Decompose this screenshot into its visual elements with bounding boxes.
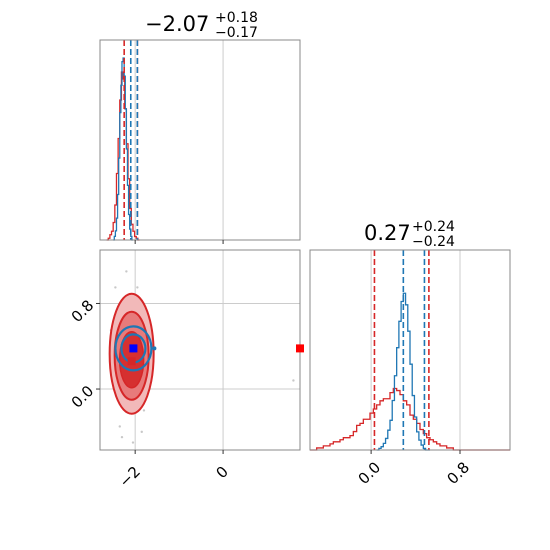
histogram-param2-panel xyxy=(309,249,511,454)
x-tick-label: −2 xyxy=(116,463,144,491)
y-tick-label: 0.0 xyxy=(68,382,98,412)
scatter-point xyxy=(131,441,135,444)
hist-param1-red xyxy=(106,71,140,241)
scatter-param1-param2-panel xyxy=(96,249,304,454)
title-param2-sub: −0.24 xyxy=(412,234,455,250)
title-param2-sup: +0.24 xyxy=(412,219,455,235)
hist-param1-blue xyxy=(113,57,133,241)
x-tick-labels-param2: 0.0 0.8 xyxy=(355,458,473,488)
marker-red-outlier xyxy=(296,344,304,353)
scatter-point xyxy=(140,430,143,434)
scatter-point xyxy=(125,270,128,273)
hist-param2-red xyxy=(310,387,510,451)
histogram-param1-panel xyxy=(99,39,301,244)
title-param1-sub: −0.17 xyxy=(215,25,258,41)
panel-frame xyxy=(309,249,511,451)
scatter-point xyxy=(118,425,121,428)
marker-blue xyxy=(129,344,138,353)
x-tick-label: 0.8 xyxy=(443,458,473,488)
scatter-point xyxy=(136,286,139,289)
title-param2: 0.27 +0.24 −0.24 xyxy=(364,219,455,250)
title-param1: −2.07 +0.18 −0.17 xyxy=(145,10,258,41)
scatter-point xyxy=(142,409,146,412)
scatter-point xyxy=(114,286,117,289)
x-tick-label: 0 xyxy=(212,463,231,482)
hist-param2-blue xyxy=(376,292,430,451)
scatter-point xyxy=(292,379,295,382)
y-tick-label: 0.8 xyxy=(68,296,98,326)
marker-red xyxy=(127,357,136,366)
scatter-point xyxy=(120,435,124,439)
x-tick-label: 0.0 xyxy=(355,458,385,488)
title-param1-main: −2.07 xyxy=(145,12,209,36)
contour-blue-outer xyxy=(114,325,153,372)
title-param1-sup: +0.18 xyxy=(215,10,258,26)
scatter-point xyxy=(152,346,157,351)
y-tick-labels-param2: 0.0 0.8 xyxy=(68,296,98,411)
x-tick-labels-param1: −2 0 xyxy=(116,463,232,491)
title-param2-main: 0.27 xyxy=(364,221,411,245)
panel-frame xyxy=(99,39,301,241)
